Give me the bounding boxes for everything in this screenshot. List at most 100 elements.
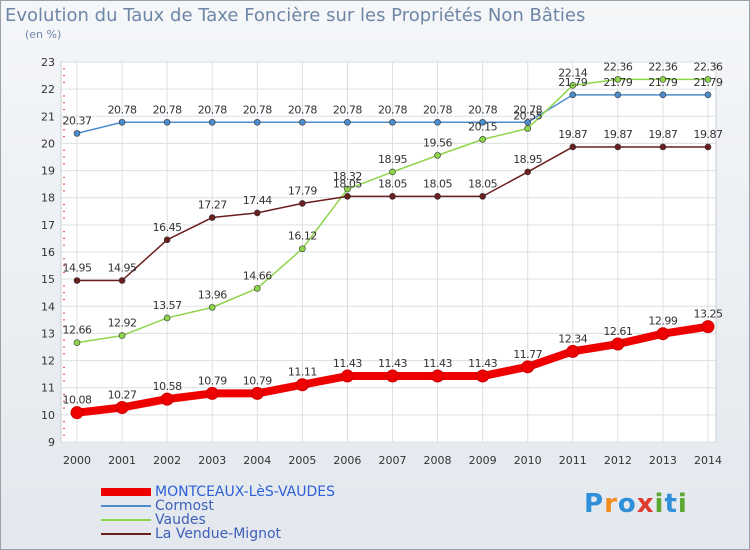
y-minor-tick xyxy=(63,299,65,300)
data-label: 19.87 xyxy=(558,128,587,141)
data-label: 20.78 xyxy=(468,103,497,116)
y-tick-label: 22 xyxy=(41,83,55,96)
x-tick-label: 2004 xyxy=(243,454,271,467)
data-point xyxy=(704,143,712,151)
y-minor-tick xyxy=(63,136,65,138)
logo-letter: t xyxy=(664,489,678,519)
data-label: 12.66 xyxy=(63,324,92,337)
y-minor-tick xyxy=(63,373,65,375)
y-minor-tick xyxy=(63,244,65,246)
y-minor-tick xyxy=(63,421,65,423)
data-point xyxy=(344,118,351,126)
logo-letter: i xyxy=(654,489,665,519)
data-point xyxy=(521,360,535,374)
data-point xyxy=(208,214,216,221)
data-label: 18.05 xyxy=(333,177,362,190)
proxiti-logo: Proxiti xyxy=(584,489,688,519)
data-point xyxy=(569,91,577,99)
data-label: 13.25 xyxy=(693,308,722,321)
x-tick-label: 2013 xyxy=(649,454,677,467)
x-tick-label: 2003 xyxy=(198,454,226,467)
data-point xyxy=(524,125,532,132)
data-label: 19.56 xyxy=(423,136,452,149)
data-label: 20.37 xyxy=(63,114,92,127)
data-label: 20.78 xyxy=(333,103,362,116)
data-label: 14.66 xyxy=(243,269,272,282)
y-minor-tick xyxy=(63,353,65,355)
y-tick-label: 21 xyxy=(41,110,55,123)
data-label: 11.11 xyxy=(288,366,317,379)
data-point xyxy=(163,314,171,322)
data-label: 18.05 xyxy=(378,177,407,190)
y-minor-tick xyxy=(63,190,65,192)
data-label: 11.43 xyxy=(378,357,407,370)
data-label: 12.61 xyxy=(603,325,632,338)
y-minor-tick xyxy=(63,183,65,185)
data-label: 20.78 xyxy=(378,103,407,116)
data-label: 20.78 xyxy=(423,103,452,116)
legend-item: La Vendue-Mignot xyxy=(101,527,335,541)
data-label: 13.96 xyxy=(198,288,227,301)
data-label: 22.36 xyxy=(603,60,632,73)
data-label: 10.27 xyxy=(108,389,137,402)
y-minor-tick xyxy=(63,109,65,110)
data-point xyxy=(614,76,622,83)
data-label: 20.78 xyxy=(513,103,542,116)
data-point xyxy=(340,369,354,383)
data-label: 21.79 xyxy=(603,76,632,89)
data-label: 10.08 xyxy=(63,394,92,407)
y-minor-tick xyxy=(63,407,65,409)
data-point xyxy=(656,327,670,341)
data-point xyxy=(659,143,667,151)
data-point xyxy=(163,236,171,244)
y-minor-tick xyxy=(63,339,65,341)
data-point xyxy=(385,369,399,383)
y-minor-tick xyxy=(63,102,65,104)
logo-letter: r xyxy=(604,489,618,519)
data-label: 11.43 xyxy=(423,357,452,370)
data-label: 12.34 xyxy=(558,332,587,345)
data-label: 22.36 xyxy=(648,60,677,73)
data-label: 16.45 xyxy=(153,221,182,234)
data-point xyxy=(299,245,306,253)
data-point xyxy=(344,193,351,200)
data-label: 14.95 xyxy=(63,262,92,275)
x-tick-label: 2000 xyxy=(63,454,91,467)
data-point xyxy=(569,82,577,89)
data-label: 21.79 xyxy=(558,76,587,89)
data-label: 11.43 xyxy=(333,357,362,370)
data-point xyxy=(434,118,441,126)
data-label: 19.87 xyxy=(693,128,722,141)
chart-title: Evolution du Taux de Taxe Foncière sur l… xyxy=(5,5,586,26)
data-point xyxy=(253,209,261,217)
data-point xyxy=(431,369,445,383)
data-point xyxy=(389,168,396,176)
data-label: 20.55 xyxy=(513,110,542,123)
data-point xyxy=(73,339,81,346)
y-tick-label: 11 xyxy=(41,382,55,395)
y-minor-tick xyxy=(63,434,65,436)
data-label: 10.79 xyxy=(198,374,227,387)
x-tick-label: 2006 xyxy=(333,454,361,467)
data-point xyxy=(476,369,490,383)
legend-swatch xyxy=(101,505,151,507)
legend-label: MONTCEAUX-LèS-VAUDES xyxy=(155,484,335,500)
data-point xyxy=(611,337,625,351)
x-tick-label: 2010 xyxy=(514,454,542,467)
data-point xyxy=(250,386,264,400)
data-point xyxy=(524,168,532,176)
data-point xyxy=(160,392,174,406)
data-label: 18.05 xyxy=(468,177,497,190)
legend: MONTCEAUX-LèS-VAUDES Cormost Vaudes La Vend… xyxy=(101,485,335,541)
y-tick-label: 9 xyxy=(48,436,55,449)
data-point xyxy=(704,76,712,83)
data-label: 10.58 xyxy=(153,380,182,393)
y-minor-tick xyxy=(63,394,65,395)
data-point xyxy=(115,401,129,415)
data-label: 11.77 xyxy=(513,348,542,361)
y-minor-tick xyxy=(63,271,65,273)
data-label: 21.79 xyxy=(648,76,677,89)
y-minor-tick xyxy=(63,292,65,294)
x-tick-label: 2007 xyxy=(378,454,406,467)
